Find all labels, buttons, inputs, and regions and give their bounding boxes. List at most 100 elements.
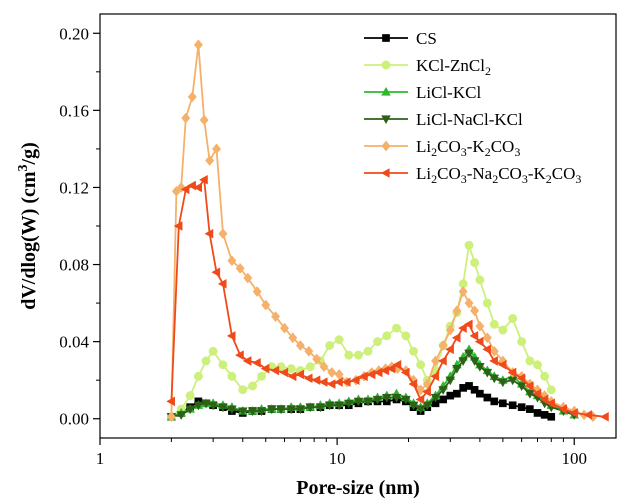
y-tick-label: 0.04 [59,333,89,352]
data-point [185,391,195,401]
x-tick-label: 10 [329,449,346,468]
data-point [199,174,208,185]
data-point [211,267,221,278]
data-point [464,349,474,359]
legend-label: LiCl-NaCl-KCl [416,110,523,129]
data-point [392,323,401,333]
data-point [205,155,215,166]
x-tick-label: 100 [561,449,587,468]
data-point [199,114,209,126]
data-point [326,379,336,389]
data-point [401,331,411,341]
data-point [475,275,485,285]
series-5 [166,174,609,422]
legend-item: LiCl-NaCl-KCl [364,110,523,129]
data-point [583,410,593,420]
data-point [489,345,499,357]
data-point [526,405,534,413]
legend-item: CS [364,29,437,48]
data-point [525,390,535,399]
data-point [217,278,227,289]
data-point [508,314,518,323]
data-point [276,405,286,415]
data-point [415,394,425,405]
data-point [325,341,335,350]
data-point [180,184,190,195]
data-point [600,411,609,422]
data-point [237,407,248,417]
data-point [256,407,267,417]
data-point [489,374,500,384]
data-point [295,340,305,351]
data-point [193,182,203,193]
data-point [517,337,527,347]
data-point [227,371,237,381]
data-point [401,395,411,405]
data-point [400,367,410,378]
legend-item: LiCl-KCl [364,83,481,102]
data-point [482,368,493,378]
data-point [430,393,441,403]
data-point [445,324,455,336]
data-point [187,91,197,103]
data-point [334,335,344,345]
data-point [463,319,473,330]
data-point [438,386,448,395]
data-point [446,391,455,400]
data-point [490,397,499,406]
data-point [319,361,329,373]
data-point [408,379,418,389]
data-point [303,373,313,384]
y-tick-label: 0.00 [59,410,89,429]
data-point [286,405,296,415]
y-axis-label: dV/dlog(W) (cm3/g) [16,142,40,310]
data-point [445,376,456,386]
x-axis-label: Pore-size (nm) [296,477,419,499]
data-point [363,346,373,356]
data-point [257,371,266,381]
data-point [226,331,236,341]
data-point [497,359,507,370]
data-point [211,143,222,155]
data-point [266,405,277,415]
data-point [482,298,492,308]
legend-label: Li2CO3-Na2CO3-K2CO3 [416,164,581,186]
data-point [260,363,270,374]
data-point [287,371,297,382]
data-point [415,405,426,415]
data-point [532,388,542,399]
data-point [524,381,534,391]
data-point [288,332,298,344]
data-point [498,378,508,388]
legend-marker [381,115,391,125]
data-point [422,401,433,411]
data-point [243,272,253,284]
data-point [181,112,191,124]
data-point [380,365,390,376]
data-point [475,363,485,372]
legend: CS KCl-ZnCl2 LiCl-KCl LiCl-NaCl-KCl Li2CO3-K… [364,29,581,186]
data-point [185,405,195,415]
data-point [452,365,462,374]
data-point [392,359,402,370]
data-point [533,360,542,370]
data-point [439,395,447,404]
data-point [516,382,527,392]
data-point [482,344,491,355]
data-point [248,381,258,391]
data-point [458,323,467,333]
data-point [311,375,321,386]
y-tick-label: 0.16 [59,101,89,120]
data-point [422,386,431,397]
data-point [482,332,492,344]
data-point [430,355,441,367]
data-point [235,350,244,360]
data-point [470,305,480,317]
data-point [176,411,187,421]
data-point [475,320,485,332]
data-point [451,332,461,343]
data-point [558,404,568,414]
data-point [516,373,526,384]
data-point [305,362,315,372]
data-point [476,389,484,398]
